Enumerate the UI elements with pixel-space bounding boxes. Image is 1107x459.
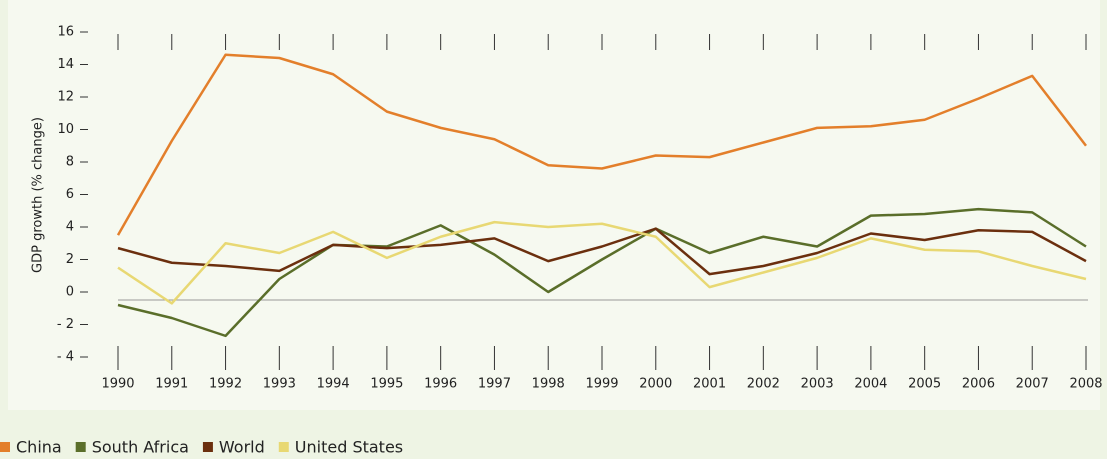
x-tick-label: 2000 <box>639 377 672 392</box>
series-line <box>117 227 1087 276</box>
series-line <box>117 220 1087 305</box>
x-tick-label: 2005 <box>908 377 941 392</box>
y-tick-label: 6 <box>66 187 74 202</box>
y-tick-label: 0 <box>66 285 74 300</box>
x-tick-label: 2003 <box>801 377 834 392</box>
legend-swatch <box>202 442 213 452</box>
y-tick-label: 16 <box>57 25 74 40</box>
legend-swatch <box>75 442 86 452</box>
x-tick-label: 1998 <box>532 377 565 392</box>
series-line <box>117 207 1087 338</box>
legend-label: United States <box>295 438 403 457</box>
x-tick-label: 1999 <box>585 377 618 392</box>
y-tick-label: - 4 <box>57 350 74 365</box>
legend-label: South Africa <box>92 438 189 457</box>
legend-label: World <box>219 438 265 457</box>
y-tick-label: - 2 <box>57 317 74 332</box>
y-tick-label: 10 <box>57 122 74 137</box>
y-axis-label: GDP growth (% change) <box>31 117 46 273</box>
x-tick-label: 1990 <box>101 377 134 392</box>
legend-swatch <box>278 442 289 452</box>
x-tick-label: 2001 <box>693 377 726 392</box>
x-tick-label: 2008 <box>1069 377 1102 392</box>
x-tick-label: 1996 <box>424 377 457 392</box>
x-tick-label: 2007 <box>1016 377 1049 392</box>
x-tick-label: 1993 <box>263 377 296 392</box>
series-line <box>116 53 1087 236</box>
legend-swatch <box>0 442 10 452</box>
x-tick-label: 1991 <box>155 377 188 392</box>
x-tick-label: 1995 <box>370 377 403 392</box>
y-tick-label: 14 <box>57 57 74 72</box>
x-tick-label: 2002 <box>747 377 780 392</box>
x-tick-label: 2006 <box>962 377 995 392</box>
y-tick-label: 8 <box>66 155 74 170</box>
legend-label: China <box>16 438 62 457</box>
x-tick-label: 2004 <box>854 377 887 392</box>
x-tick-label: 1994 <box>317 377 350 392</box>
y-tick-label: 4 <box>66 220 74 235</box>
x-tick-label: 1997 <box>478 377 511 392</box>
y-tick-label: 12 <box>57 90 74 105</box>
x-tick-label: 1992 <box>209 377 242 392</box>
plot-panel <box>8 0 1100 410</box>
y-tick-label: 2 <box>66 252 74 267</box>
